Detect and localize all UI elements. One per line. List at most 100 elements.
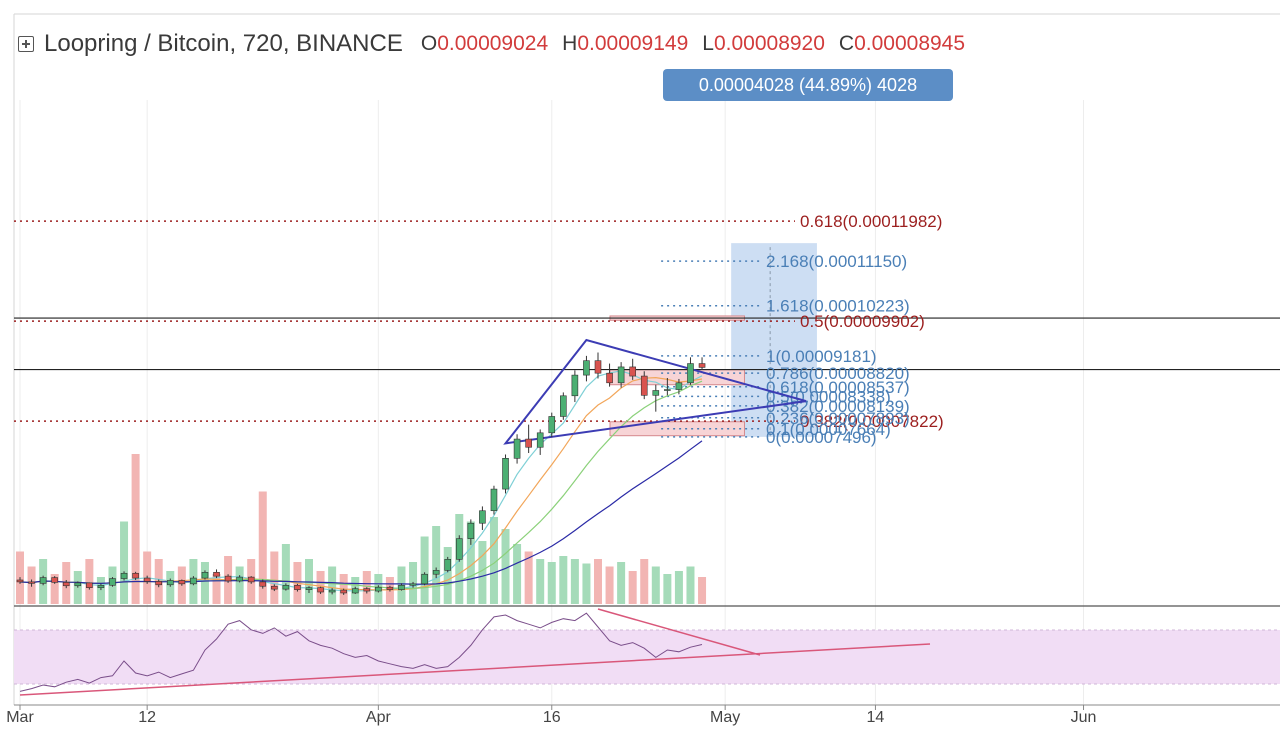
candle <box>155 581 163 586</box>
volume-bar <box>420 536 429 604</box>
volume-bar <box>594 559 602 604</box>
candle <box>51 577 58 583</box>
rsi-line <box>19 612 703 692</box>
low-value: 0.00008920 <box>713 32 825 55</box>
x-tick-label: 16 <box>543 709 561 726</box>
candle <box>571 374 579 397</box>
chart-header: Loopring / Bitcoin, 720, BINANCE O0.0000… <box>18 28 979 60</box>
volume-bar <box>559 556 568 604</box>
volume-bar <box>443 547 452 604</box>
volume-bar <box>686 566 695 604</box>
volume-bar <box>628 571 637 604</box>
candle <box>166 580 174 586</box>
candle <box>39 577 47 584</box>
volume-bar <box>235 566 244 604</box>
symbol-title: Loopring / Bitcoin, 720, BINANCE <box>44 30 403 57</box>
candle <box>525 438 532 448</box>
volume-bar <box>501 529 510 604</box>
x-tick-label: May <box>710 709 740 726</box>
volume-bar <box>605 566 614 604</box>
candle <box>502 458 509 490</box>
expand-icon[interactable] <box>18 36 34 52</box>
candle <box>86 582 93 588</box>
volume-bar <box>96 577 105 604</box>
candle <box>421 573 428 585</box>
candle <box>513 438 521 459</box>
candle <box>16 579 24 583</box>
candle <box>664 389 671 391</box>
candle <box>640 375 648 396</box>
candle <box>467 522 475 539</box>
candle <box>687 363 694 384</box>
fib-extension-label: 0.236(0.00007893) <box>766 409 910 428</box>
symmetrical-triangle <box>503 338 807 445</box>
moving-average-line <box>19 370 703 592</box>
zone <box>609 421 745 437</box>
x-tick-label: Mar <box>6 709 34 726</box>
volume-bar <box>270 551 279 604</box>
candle <box>190 577 197 585</box>
candle <box>236 576 243 582</box>
candle <box>224 575 232 582</box>
volume-bar <box>582 563 591 604</box>
candle <box>351 588 359 594</box>
candle <box>305 587 313 590</box>
candle <box>536 432 544 448</box>
ohlc-open: O0.00009024 <box>421 32 548 56</box>
candle <box>97 584 105 588</box>
high-key: H <box>562 32 578 55</box>
close-key: C <box>838 32 855 55</box>
volume-bar <box>663 574 672 604</box>
candle <box>386 586 394 590</box>
candle <box>201 571 209 579</box>
volume-bar <box>489 517 498 604</box>
volume-bar <box>281 544 290 604</box>
x-tick-label: 12 <box>138 709 156 726</box>
volume-bar <box>131 454 140 604</box>
candle <box>109 578 116 586</box>
volume-bar <box>640 559 649 604</box>
candle <box>560 395 567 417</box>
candle <box>548 416 556 434</box>
rsi-band <box>14 630 1280 684</box>
volume-bar <box>478 541 487 604</box>
volume-bar <box>674 571 683 604</box>
candle <box>74 582 82 587</box>
low-key: L <box>702 32 714 55</box>
candle <box>178 580 186 585</box>
volume-bar <box>617 562 626 604</box>
volume-bar <box>200 562 209 604</box>
x-tick-label: Apr <box>366 709 392 726</box>
candle <box>143 577 151 582</box>
volume-bar <box>166 571 175 604</box>
candle <box>132 572 139 579</box>
candle <box>432 570 440 575</box>
volume-bar <box>85 559 94 604</box>
fib-extension-label: 0.786(0.00008820) <box>766 364 910 383</box>
candle <box>294 584 301 590</box>
candle <box>409 583 417 586</box>
candle <box>62 582 70 587</box>
candle <box>328 589 336 593</box>
rsi-resistance <box>597 608 761 656</box>
fib-extension-label: 1.618(0.00010223) <box>766 297 910 316</box>
open-value: 0.00009024 <box>437 32 549 55</box>
candle <box>317 587 324 593</box>
candle <box>479 510 486 524</box>
rsi-trendline <box>19 643 931 696</box>
ohlc-close: C0.00008945 <box>839 32 965 56</box>
high-value: 0.00009149 <box>577 32 689 55</box>
volume-bar <box>651 566 660 604</box>
volume-bar <box>547 562 556 604</box>
fib-extension-label: 0.1(0.00007664) <box>766 420 891 439</box>
open-key: O <box>420 32 438 55</box>
x-tick-label: 14 <box>867 709 885 726</box>
candle <box>259 581 267 587</box>
candle <box>340 589 347 594</box>
candle <box>652 390 660 396</box>
volume-bar <box>328 566 337 604</box>
candle <box>594 360 602 374</box>
volume-bar <box>570 559 579 604</box>
